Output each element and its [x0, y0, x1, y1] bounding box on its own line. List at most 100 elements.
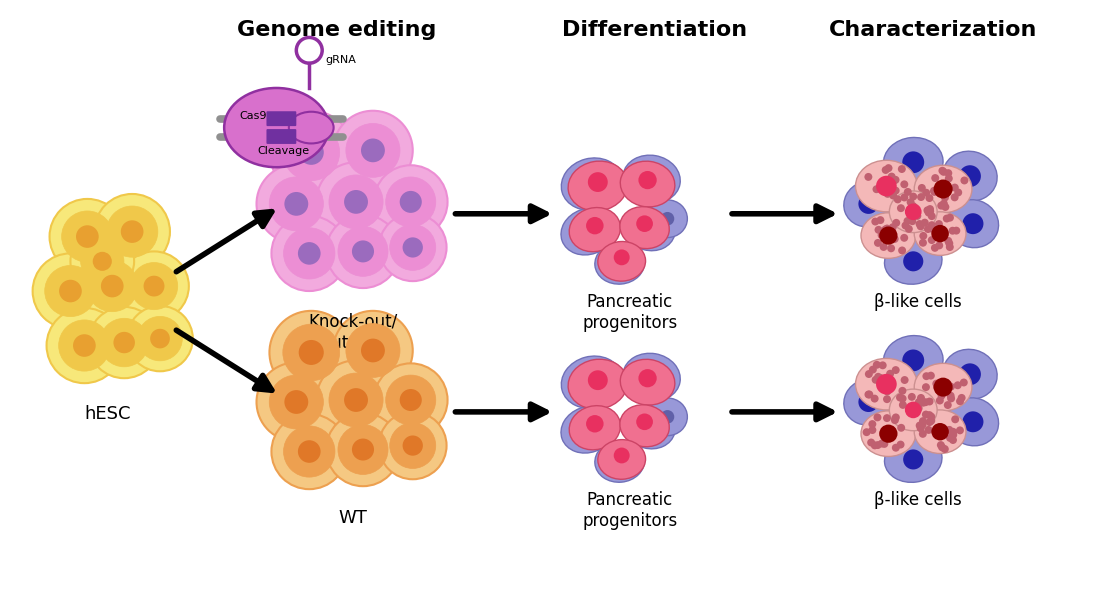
Ellipse shape — [561, 407, 615, 453]
Circle shape — [374, 363, 448, 437]
Circle shape — [270, 111, 353, 194]
Circle shape — [892, 176, 899, 184]
Circle shape — [113, 332, 134, 353]
Circle shape — [887, 244, 895, 252]
Ellipse shape — [598, 242, 645, 281]
Ellipse shape — [861, 411, 916, 456]
Circle shape — [888, 187, 896, 195]
Circle shape — [944, 237, 952, 245]
Circle shape — [927, 212, 935, 220]
Ellipse shape — [885, 238, 942, 284]
Circle shape — [269, 375, 324, 429]
Circle shape — [916, 424, 925, 432]
Circle shape — [897, 441, 905, 449]
Circle shape — [936, 441, 945, 449]
Circle shape — [877, 216, 885, 224]
Circle shape — [883, 225, 892, 232]
Circle shape — [920, 399, 927, 407]
Circle shape — [924, 225, 932, 233]
Ellipse shape — [943, 349, 997, 399]
Circle shape — [948, 395, 955, 402]
Circle shape — [614, 447, 629, 463]
Circle shape — [661, 212, 674, 226]
Circle shape — [874, 441, 881, 449]
Ellipse shape — [843, 181, 893, 227]
Circle shape — [256, 164, 336, 243]
Ellipse shape — [595, 242, 644, 284]
Circle shape — [922, 398, 930, 406]
Circle shape — [931, 174, 940, 182]
Ellipse shape — [884, 138, 943, 187]
Circle shape — [931, 244, 939, 252]
Circle shape — [932, 225, 949, 242]
Circle shape — [299, 340, 324, 365]
Circle shape — [939, 443, 946, 452]
Circle shape — [941, 193, 949, 202]
Circle shape — [613, 454, 627, 469]
Ellipse shape — [948, 200, 999, 248]
Circle shape — [900, 376, 908, 384]
Circle shape — [874, 239, 881, 247]
Circle shape — [76, 225, 99, 248]
Circle shape — [661, 410, 674, 424]
Circle shape — [884, 190, 892, 198]
Circle shape — [93, 252, 112, 271]
Circle shape — [636, 215, 653, 232]
Circle shape — [918, 430, 926, 438]
Circle shape — [925, 398, 933, 405]
Circle shape — [138, 316, 183, 361]
Ellipse shape — [598, 440, 645, 479]
Circle shape — [948, 383, 955, 391]
Circle shape — [933, 226, 941, 235]
Ellipse shape — [624, 405, 675, 449]
Circle shape — [379, 412, 447, 479]
Ellipse shape — [948, 398, 999, 446]
Circle shape — [915, 398, 923, 406]
Circle shape — [58, 320, 110, 371]
Circle shape — [903, 349, 924, 371]
Circle shape — [88, 307, 160, 378]
Circle shape — [944, 401, 952, 409]
Circle shape — [905, 402, 922, 418]
Circle shape — [954, 189, 962, 196]
Circle shape — [374, 165, 448, 239]
Circle shape — [951, 193, 959, 202]
Circle shape — [927, 221, 935, 229]
Circle shape — [868, 420, 876, 428]
Circle shape — [316, 361, 395, 440]
Circle shape — [911, 203, 918, 211]
Circle shape — [338, 226, 388, 277]
Circle shape — [613, 256, 627, 271]
Circle shape — [614, 249, 629, 265]
Circle shape — [580, 223, 596, 240]
Circle shape — [959, 363, 981, 385]
Circle shape — [956, 397, 964, 405]
Circle shape — [881, 225, 889, 233]
Circle shape — [900, 193, 908, 202]
Circle shape — [150, 329, 170, 349]
Circle shape — [925, 411, 933, 419]
Circle shape — [951, 415, 959, 423]
Circle shape — [338, 424, 388, 475]
Circle shape — [283, 324, 339, 381]
Circle shape — [400, 389, 422, 411]
Ellipse shape — [885, 437, 942, 482]
Circle shape — [898, 165, 906, 173]
Circle shape — [930, 187, 937, 195]
Circle shape — [402, 238, 423, 258]
Circle shape — [935, 242, 943, 249]
Ellipse shape — [620, 161, 675, 207]
Circle shape — [902, 222, 909, 229]
Circle shape — [917, 394, 925, 402]
Circle shape — [898, 395, 906, 402]
Circle shape — [643, 369, 660, 386]
Circle shape — [926, 207, 934, 215]
Circle shape — [922, 189, 931, 197]
Circle shape — [939, 167, 946, 175]
Circle shape — [94, 194, 170, 269]
Circle shape — [949, 227, 956, 235]
Circle shape — [950, 431, 958, 439]
Circle shape — [352, 439, 374, 460]
Circle shape — [73, 335, 95, 357]
Circle shape — [352, 241, 374, 262]
